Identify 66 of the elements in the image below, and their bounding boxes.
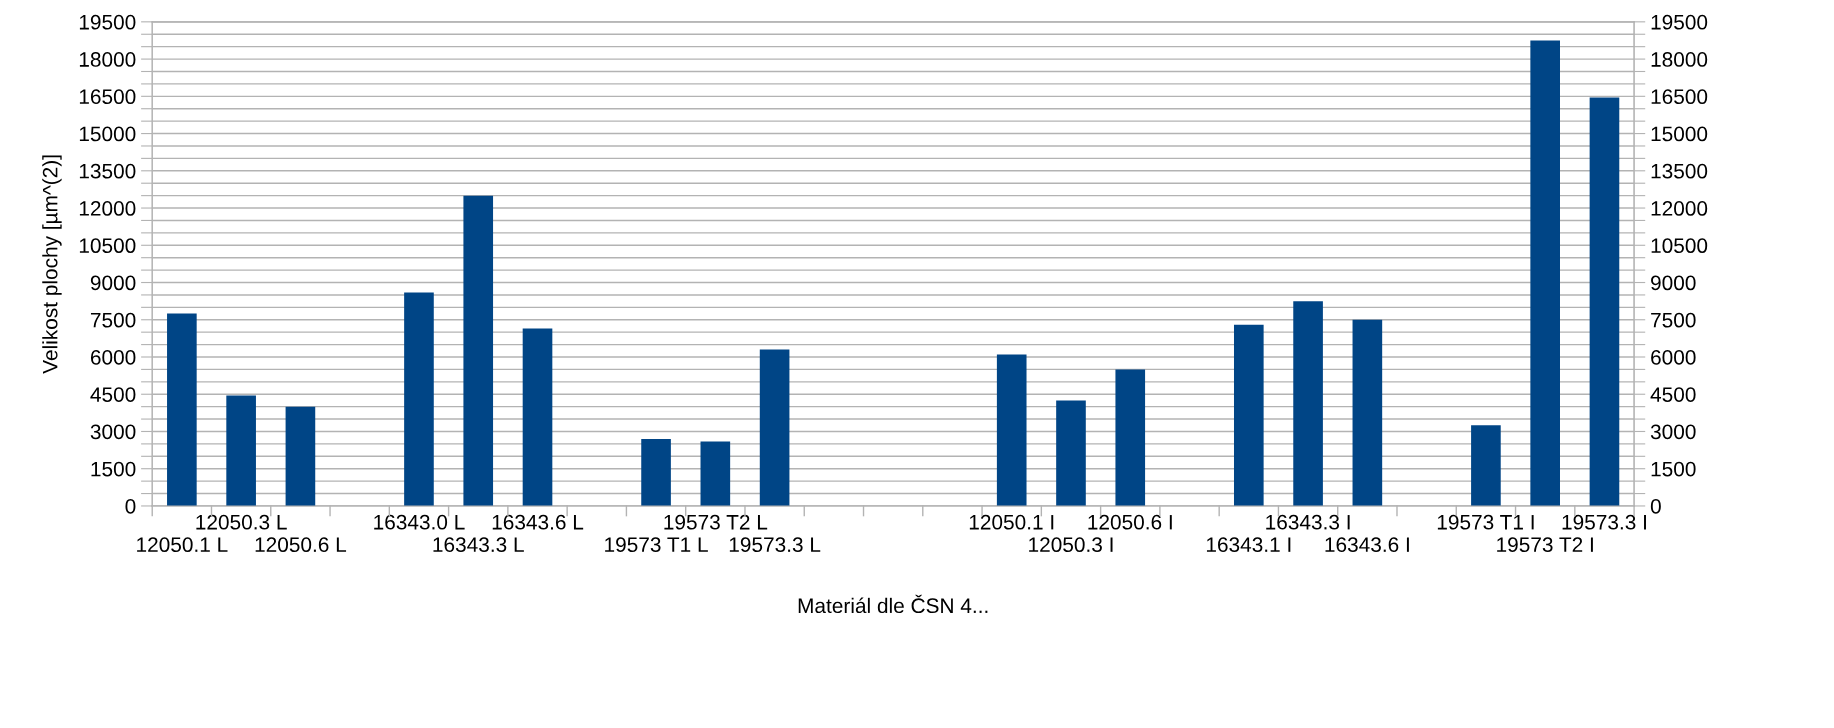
- x-tick-label: 12050.6 L: [255, 537, 347, 553]
- y-axis-title: Velikost plochy [µm^(2)]: [42, 155, 62, 374]
- y-tick-label: 3000: [90, 424, 136, 440]
- x-axis-title: Materiál dle ČSN 4...: [798, 594, 988, 614]
- x-tick-label: 16343.3 I: [1266, 514, 1350, 530]
- y-tick-label: 15000: [79, 126, 136, 142]
- x-tick-label: 12050.3 I: [1029, 537, 1113, 553]
- y2-tick-label: 13500: [1651, 163, 1708, 179]
- y-tick-label: 10500: [79, 238, 136, 254]
- y-tick-label: 12000: [79, 201, 136, 216]
- x-tick-label: 16343.0 L: [374, 514, 465, 530]
- y2-tick-label: 16500: [1651, 89, 1708, 105]
- bar: [1056, 400, 1086, 506]
- y2-tick-label: 9000: [1651, 275, 1696, 291]
- x-tick-label: 12050.1 L: [137, 537, 228, 553]
- bar: [1530, 40, 1560, 506]
- bar: [226, 395, 256, 506]
- y2-tick-label: 6000: [1651, 350, 1696, 365]
- y2-tick-label: 4500: [1650, 387, 1696, 402]
- bar: [641, 438, 671, 506]
- bar: [1352, 319, 1383, 506]
- x-tick-label: 12050.6 I: [1088, 514, 1172, 530]
- y2-tick-label: 3000: [1650, 424, 1696, 440]
- y2-tick-label: 18000: [1651, 52, 1708, 67]
- bar: [1293, 301, 1323, 506]
- bar: [285, 406, 316, 506]
- bar: [1233, 324, 1264, 506]
- y-tick-label: 0: [125, 498, 136, 514]
- y2-tick-label: 1500: [1651, 461, 1696, 477]
- bar: [522, 328, 553, 506]
- y-tick-label: 6000: [90, 350, 136, 365]
- bar: [759, 349, 790, 506]
- y2-tick-label: 15000: [1651, 126, 1708, 142]
- y2-tick-label: 0: [1650, 498, 1661, 514]
- y-tick-label: 7500: [90, 312, 136, 328]
- bar: [996, 354, 1027, 506]
- x-tick-label: 16343.3 L: [433, 537, 524, 553]
- y-tick-label: 19500: [79, 14, 136, 30]
- y-tick-label: 13500: [79, 163, 136, 179]
- bar: [404, 292, 434, 506]
- bar: [1471, 425, 1501, 506]
- y2-tick-label: 10500: [1651, 238, 1708, 254]
- y-tick-label: 1500: [91, 461, 136, 477]
- y2-tick-label: 12000: [1651, 201, 1708, 216]
- x-tick-label: 16343.1 I: [1206, 537, 1291, 553]
- x-tick-label: 19573 T2 I: [1497, 537, 1593, 553]
- x-tick-label: 19573 T2 L: [664, 514, 768, 530]
- x-tick-label: 12050.3 L: [196, 514, 287, 530]
- x-tick-label: 19573.3 L: [729, 537, 821, 553]
- y2-tick-label: 19500: [1651, 14, 1708, 30]
- x-tick-label: 19573 T1 I: [1437, 514, 1534, 530]
- bar: [463, 195, 494, 506]
- x-tick-label: 16343.6 I: [1325, 537, 1409, 553]
- y-tick-label: 18000: [79, 52, 136, 67]
- x-tick-label: 16343.6 L: [492, 514, 584, 530]
- y2-tick-label: 7500: [1651, 312, 1696, 328]
- x-tick-label: 19573 T1 L: [605, 537, 708, 553]
- bar: [167, 313, 197, 506]
- x-tick-label: 19573.3 I: [1562, 514, 1646, 530]
- bar: [1589, 97, 1620, 506]
- bar: [700, 441, 731, 506]
- y-tick-label: 16500: [79, 89, 136, 105]
- x-tick-label: 12050.1 I: [969, 514, 1054, 530]
- y-tick-label: 4500: [90, 387, 136, 402]
- y-tick-label: 9000: [90, 275, 136, 291]
- bar: [1115, 369, 1146, 506]
